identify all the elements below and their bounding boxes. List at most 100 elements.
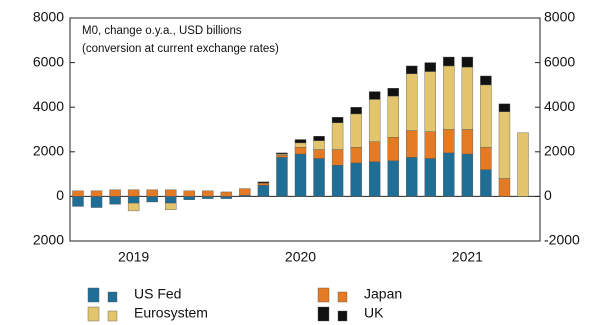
bar-segment	[146, 196, 158, 203]
bar-segment	[480, 84, 492, 148]
bar-segment	[276, 154, 288, 158]
y-tick-label: 8000	[33, 9, 64, 25]
bar-segment	[498, 111, 511, 179]
y2-tick-label: 6000	[544, 53, 575, 69]
annotation: M0, change o.y.a., USD billions	[82, 25, 242, 37]
bar-segment	[406, 157, 418, 197]
x-tick-label: 2021	[452, 249, 483, 265]
bar-segment	[350, 162, 362, 197]
bar-segment	[498, 103, 511, 112]
bar-segment	[461, 129, 474, 155]
bar-segment	[443, 56, 455, 67]
bar-segment	[424, 71, 436, 132]
bar-segment	[220, 196, 233, 199]
legend-swatch	[107, 310, 118, 322]
y2-tick-label: 0	[544, 187, 552, 203]
bar-segment	[350, 113, 362, 148]
x-tick-label: 2019	[118, 249, 149, 265]
legend-swatch	[87, 287, 100, 303]
bar-segment	[257, 181, 270, 184]
bar-segment	[443, 129, 455, 154]
bar-segment	[257, 182, 270, 186]
y2-tick-label: 8000	[544, 9, 575, 25]
bar-segment	[109, 189, 121, 197]
bar-segment	[72, 190, 84, 197]
bar-segment	[406, 65, 418, 74]
bar-segment	[220, 191, 233, 197]
legend-swatch	[337, 310, 348, 322]
bar-segment	[294, 153, 307, 197]
y-tick-label: 0	[56, 187, 64, 203]
x-tick-label: 2020	[285, 249, 316, 265]
legend-label: Eurosystem	[134, 305, 208, 321]
bar-segment	[368, 141, 381, 163]
y-tick-label: 2000	[33, 143, 64, 159]
bar-segment	[109, 196, 121, 205]
bar-segment	[368, 91, 381, 100]
bar-segment	[350, 106, 362, 115]
bar-segment	[387, 160, 399, 197]
legend-swatch	[317, 306, 330, 322]
y-tick-label: 6000	[33, 53, 64, 69]
y2-tick-label: 2000	[544, 143, 575, 159]
y-tick-label: 4000	[33, 98, 64, 114]
bar-segment	[368, 99, 381, 142]
bar-segment	[127, 196, 140, 204]
bar-segment	[387, 95, 399, 138]
bar-segment	[517, 132, 529, 197]
bar-segment	[480, 75, 492, 86]
legend-swatch	[337, 291, 348, 303]
bar-segment	[387, 137, 399, 161]
legend-label: US Fed	[134, 286, 181, 302]
bar-segment	[276, 157, 288, 197]
bar-segment	[331, 164, 344, 197]
bar-segment	[90, 190, 103, 197]
bar-segment	[257, 185, 270, 197]
bar-segment	[443, 65, 455, 130]
bar-segment	[331, 149, 344, 166]
bar-segment	[368, 161, 381, 197]
legend-swatch	[87, 306, 100, 322]
bar-segment	[313, 135, 325, 141]
legend-swatch	[107, 291, 118, 303]
bar-segment	[313, 149, 325, 159]
legend-label: Japan	[364, 286, 402, 302]
bar-segment	[239, 188, 251, 196]
bar-segment	[331, 117, 344, 124]
legend-swatch	[317, 287, 330, 303]
bar-segment	[443, 152, 455, 197]
bar-segment	[461, 56, 474, 68]
bar-segment	[202, 196, 214, 199]
bar-segment	[480, 147, 492, 170]
bar-segment	[90, 196, 103, 208]
bar-segment	[183, 190, 195, 197]
bar-segment	[313, 140, 325, 150]
bar-segment	[294, 147, 307, 155]
legend-label: UK	[364, 305, 384, 321]
bar-segment	[276, 152, 288, 155]
bar-segment	[406, 73, 418, 131]
bar-segment	[165, 189, 177, 197]
bar-segment	[294, 142, 307, 148]
bar-segment	[165, 196, 177, 204]
y2-tick-label: 4000	[544, 98, 575, 114]
bar-segment	[424, 158, 436, 197]
bar-segment	[72, 196, 84, 207]
y2-tick-label: -2000	[544, 232, 580, 248]
bar-segment	[127, 202, 140, 212]
bar-segment	[313, 158, 325, 197]
bar-segment	[387, 88, 399, 97]
bar-segment	[146, 189, 158, 197]
bar-segment	[461, 153, 474, 197]
annotation: (conversion at current exchange rates)	[82, 43, 279, 55]
plot-frame	[69, 17, 541, 242]
y-tick-label: 2000	[33, 232, 64, 248]
bar-segment	[202, 190, 214, 197]
bar-segment	[183, 196, 195, 200]
bar-segment	[294, 139, 307, 144]
bar-segment	[424, 131, 436, 159]
bar-segment	[424, 62, 436, 72]
bar-segment	[127, 189, 140, 197]
bar-segment	[165, 202, 177, 210]
